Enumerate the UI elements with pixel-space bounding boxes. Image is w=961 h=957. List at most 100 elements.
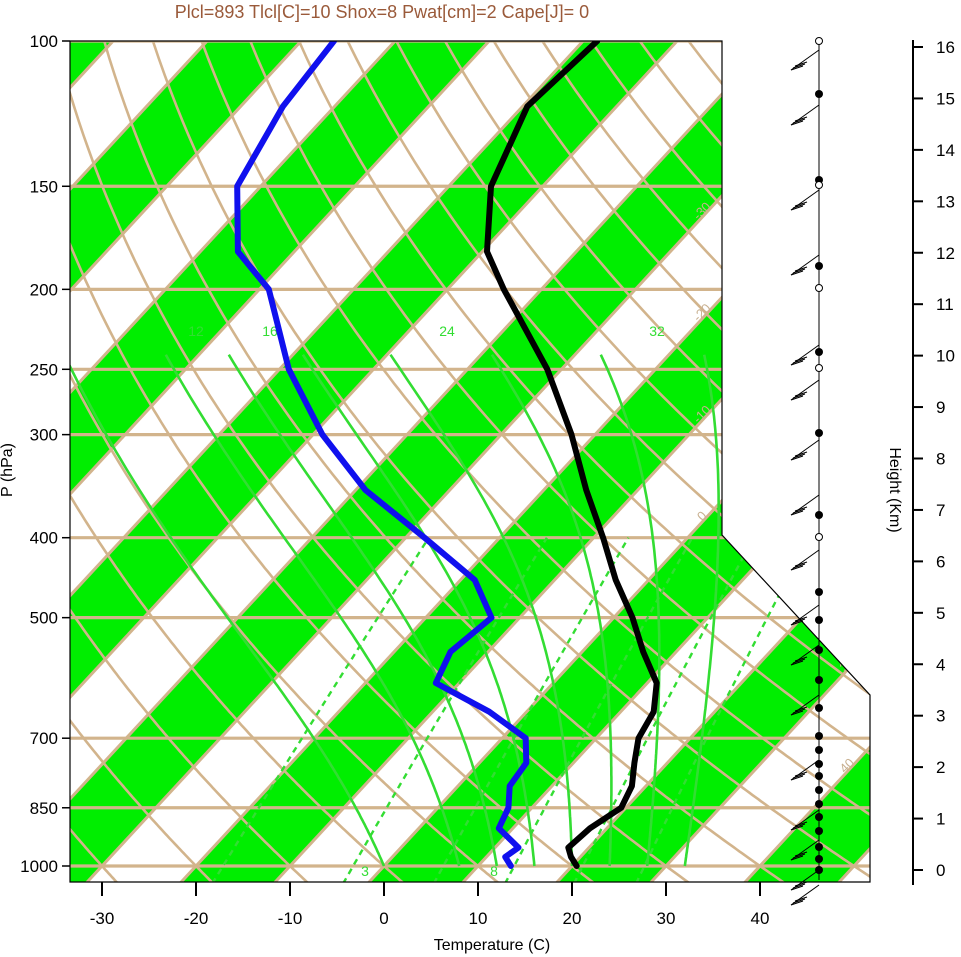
height-tick-label: 8: [936, 450, 945, 469]
wind-level-dot: [815, 760, 823, 768]
isotherm-band: [70, 41, 507, 882]
pressure-tick-label: 1000: [20, 857, 58, 876]
wind-barb-feather: [794, 656, 808, 662]
wind-barb-feather: [792, 268, 806, 274]
height-tick-label: 4: [936, 655, 945, 674]
dewpoint-line: [234, 41, 530, 869]
height-tick-label: 6: [936, 552, 945, 571]
wind-barb-feather: [794, 821, 808, 827]
height-tick-label: 3: [936, 707, 945, 726]
moist-adiabat: [164, 354, 461, 867]
wind-barb-feather: [790, 65, 804, 71]
wind-level-dot: [815, 855, 823, 863]
moist-adiabat: [70, 354, 386, 867]
mixing-ratio-line: [635, 537, 810, 882]
pressure-tick-label: 100: [30, 32, 58, 51]
height-tick-label: 7: [936, 501, 945, 520]
isotherm-label: 10: [836, 450, 857, 471]
height-tick-label: 11: [936, 295, 954, 314]
wind-barb-feather: [790, 455, 804, 461]
dry-adiabat: [241, 41, 870, 882]
mixing-ratio-line: [573, 537, 755, 882]
wind-barb-feather: [790, 885, 804, 891]
dry-adiabat: [70, 41, 521, 882]
isotherm-line: [539, 41, 870, 882]
wind-barb-feather: [790, 205, 804, 211]
wind-barb-feather: [792, 708, 806, 714]
wind-barb-feather: [790, 565, 804, 571]
wind-barb-feather: [794, 451, 808, 457]
isotherm-line: [70, 41, 414, 882]
wind-barb-feather: [794, 356, 808, 362]
mixing-ratio-label: 8: [490, 863, 498, 879]
wind-barb-feather: [792, 823, 806, 829]
wind-barb-feather: [792, 773, 806, 779]
mixing-ratio-label: 3: [361, 863, 369, 879]
dry-adiabat: [97, 41, 811, 882]
mixing-ratio-line: [342, 537, 548, 882]
wind-barb-feather: [794, 201, 808, 207]
moist-adiabat: [683, 354, 720, 867]
dry-adiabat: [70, 41, 231, 882]
isotherm-label: 20: [836, 552, 857, 573]
wind-barb-feather: [790, 360, 804, 366]
wind-barb-feather: [792, 883, 806, 889]
wind-barb-feather: [792, 358, 806, 364]
dry-adiabat: [289, 41, 870, 882]
pressure-tick-label: 300: [30, 426, 58, 445]
dry-adiabat: [70, 41, 618, 882]
pressure-tick-label: 500: [30, 609, 58, 628]
wind-level-circle: [815, 37, 823, 45]
wind-barb-feather: [790, 855, 804, 861]
dry-adiabat: [337, 41, 870, 882]
wind-barb-feather: [794, 771, 808, 777]
isotherm-band: [540, 41, 870, 882]
wind-barb-feather: [794, 706, 808, 712]
temperature-tick-label: 40: [751, 909, 770, 928]
dry-adiabat: [70, 41, 714, 882]
wind-level-dot: [815, 511, 823, 519]
wind-barb-feather: [790, 660, 804, 666]
height-tick-label: 13: [936, 192, 955, 211]
pressure-tick-label: 150: [30, 177, 58, 196]
wind-barb-feather: [794, 61, 808, 67]
wind-level-dot: [815, 348, 823, 356]
wind-barb-feather: [794, 851, 808, 857]
wind-level-dot: [815, 827, 823, 835]
wind-barb-feather: [792, 618, 806, 624]
moist-adiabat: [389, 353, 574, 866]
dry-adiabat: [385, 41, 870, 882]
wind-barb-feather: [790, 710, 804, 716]
wind-level-dot: [815, 90, 823, 98]
x-axis-label: Temperature (C): [434, 937, 550, 954]
wind-barb-feather: [792, 563, 806, 569]
mixing-ratio-label: 12: [188, 323, 204, 339]
temperature-tick-label: 20: [563, 909, 582, 928]
mixing-ratio-label: 24: [439, 323, 455, 339]
wind-level-circle: [815, 364, 823, 372]
height-tick-label: 15: [936, 89, 955, 108]
isotherm-line: [727, 41, 870, 882]
height-tick-label: 0: [936, 861, 945, 880]
plot-frame: [69, 40, 871, 883]
wind-level-dot: [815, 772, 823, 780]
temperature-line: [484, 41, 660, 869]
isotherm-line: [70, 41, 790, 882]
moist-adiabat: [227, 354, 499, 867]
pressure-tick-label: 850: [30, 799, 58, 818]
mixing-ratio-line: [432, 537, 630, 882]
wind-level-dot: [815, 786, 823, 794]
height-tick-label: 10: [936, 347, 955, 366]
wind-barb-feather: [794, 561, 808, 567]
wind-level-dot: [815, 676, 823, 684]
wind-level-dot: [815, 646, 823, 654]
wind-barb-feather: [794, 616, 808, 622]
isotherm-line: [70, 41, 602, 882]
wind-level-dot: [815, 732, 823, 740]
height-tick-label: 1: [936, 810, 945, 829]
wind-level-dot: [815, 616, 823, 624]
isotherm-line: [70, 41, 696, 882]
isotherm-line: [70, 41, 320, 882]
